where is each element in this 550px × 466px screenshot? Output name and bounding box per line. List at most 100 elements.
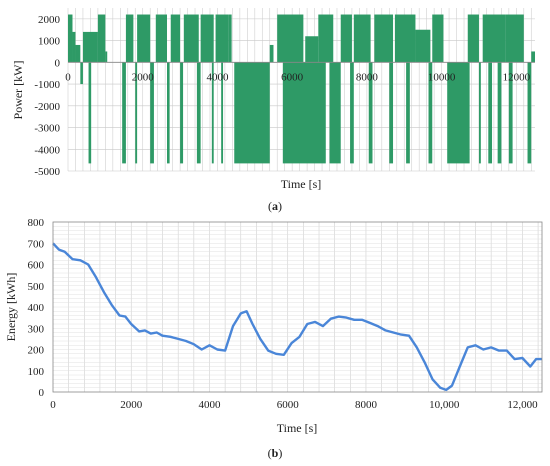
x-axis-label-b: Time [s] xyxy=(277,421,318,435)
power-bar xyxy=(80,62,83,85)
power-bar xyxy=(432,14,444,63)
power-bars xyxy=(68,14,535,164)
x-tick-label-a: 0 xyxy=(65,71,71,83)
panel-label-a: (a) xyxy=(268,199,282,213)
y-tick-label-a: -1000 xyxy=(34,79,60,91)
power-bar xyxy=(340,14,352,63)
power-bar xyxy=(282,62,326,164)
power-bar xyxy=(329,62,341,164)
y-tick-label-b: 100 xyxy=(28,366,45,378)
power-bar xyxy=(269,44,274,63)
power-bar xyxy=(75,44,81,63)
power-bar xyxy=(180,62,184,164)
power-bar xyxy=(170,14,181,63)
power-bar xyxy=(196,62,201,164)
x-tick-label-b: 0 xyxy=(50,399,56,411)
power-bar xyxy=(221,62,224,164)
power-bar xyxy=(211,62,214,164)
y-tick-label-b: 600 xyxy=(28,260,45,272)
x-tick-label-b: 12,000 xyxy=(507,399,538,411)
power-bar xyxy=(167,62,170,164)
y-tick-label-a: 1000 xyxy=(38,36,61,48)
power-bar xyxy=(150,62,154,164)
power-bar xyxy=(183,14,199,63)
power-bar xyxy=(482,14,506,63)
power-bar xyxy=(215,14,229,63)
power-bar xyxy=(428,62,433,164)
power-bar xyxy=(68,14,73,63)
power-bar xyxy=(155,14,168,63)
power-bar xyxy=(353,14,371,63)
gridlines-b xyxy=(53,222,542,392)
power-bar xyxy=(350,62,354,164)
power-bar xyxy=(389,62,394,164)
x-tick-label-b: 6000 xyxy=(277,399,300,411)
power-bar xyxy=(508,62,513,164)
y-tick-label-a: -5000 xyxy=(34,166,60,178)
power-bar xyxy=(368,62,373,164)
x-ticks-b: 0 2000 4000 6000 8000 10,000 12,000 xyxy=(50,399,538,411)
y-tick-label-b: 800 xyxy=(28,217,45,229)
y-tick-label-a: 2000 xyxy=(38,14,61,26)
y-axis-label-a: Power [kW] xyxy=(11,61,25,120)
power-bar xyxy=(488,62,493,164)
x-tick-label-b: 4000 xyxy=(198,399,221,411)
power-bar xyxy=(478,62,481,164)
power-bar xyxy=(277,14,304,63)
x-tick-label-a: 10000 xyxy=(428,71,456,83)
y-tick-label-a: -4000 xyxy=(34,144,60,156)
power-bar xyxy=(234,62,270,164)
chart-a: 0 2000 4000 6000 8000 10000 12000 200010000-10… xyxy=(11,8,535,213)
x-tick-label-b: 8000 xyxy=(355,399,378,411)
power-bar xyxy=(447,62,470,164)
x-axis-label-a: Time [s] xyxy=(281,177,322,191)
power-bar xyxy=(135,62,138,164)
y-tick-label-b: 500 xyxy=(28,281,45,293)
x-tick-label-a: 6000 xyxy=(281,71,304,83)
y-tick-label-b: 300 xyxy=(28,323,45,335)
power-bar xyxy=(72,31,76,63)
power-bar xyxy=(497,62,502,164)
power-bar xyxy=(122,62,126,164)
power-bar xyxy=(228,14,232,63)
y-tick-label-b: 200 xyxy=(28,345,45,357)
energy-line xyxy=(52,242,542,392)
power-bar xyxy=(88,62,92,164)
power-bar xyxy=(467,14,479,63)
power-bar xyxy=(318,14,334,63)
power-bar xyxy=(200,14,214,63)
x-tick-label-b: 10,000 xyxy=(429,399,460,411)
x-tick-label-a: 8000 xyxy=(356,71,379,83)
y-tick-label-b: 400 xyxy=(28,302,45,314)
power-bar xyxy=(137,14,151,63)
plot-frame-b xyxy=(52,221,543,393)
x-tick-label-a: 12000 xyxy=(503,71,531,83)
y-tick-label-a: -3000 xyxy=(34,123,60,135)
x-ticks-a: 0 2000 4000 6000 8000 10000 12000 xyxy=(65,71,530,83)
x-tick-label-a: 4000 xyxy=(206,71,229,83)
power-bar xyxy=(505,14,524,63)
y-tick-label-b: 0 xyxy=(39,387,45,399)
y-axis-label-b: Energy [kWh] xyxy=(4,273,18,342)
power-bar xyxy=(374,14,394,63)
y-ticks-a: 2000 1000 0 -1000 -2000 -3000 -4000 -5000 xyxy=(34,14,60,178)
power-bar xyxy=(394,14,416,63)
y-ticks-b: 800 700 600 500 400 300 200 100 0 xyxy=(28,217,45,399)
panel-label-b: (b) xyxy=(268,446,283,460)
power-bar xyxy=(97,14,106,63)
power-bar xyxy=(406,62,410,164)
chart-b: 0 2000 4000 6000 8000 10,000 12,000 8007006005… xyxy=(4,217,543,460)
x-tick-label-a: 2000 xyxy=(132,71,155,83)
power-bar xyxy=(527,62,532,164)
y-tick-label-a: 0 xyxy=(55,57,61,69)
power-bar xyxy=(125,14,134,63)
y-tick-label-b: 700 xyxy=(28,238,45,250)
x-tick-label-b: 2000 xyxy=(120,399,143,411)
power-bar xyxy=(531,51,535,63)
y-tick-label-a: -2000 xyxy=(34,101,60,113)
power-bar xyxy=(82,31,98,63)
power-bar xyxy=(305,36,319,63)
power-bar xyxy=(415,29,431,63)
power-bar xyxy=(105,51,108,63)
